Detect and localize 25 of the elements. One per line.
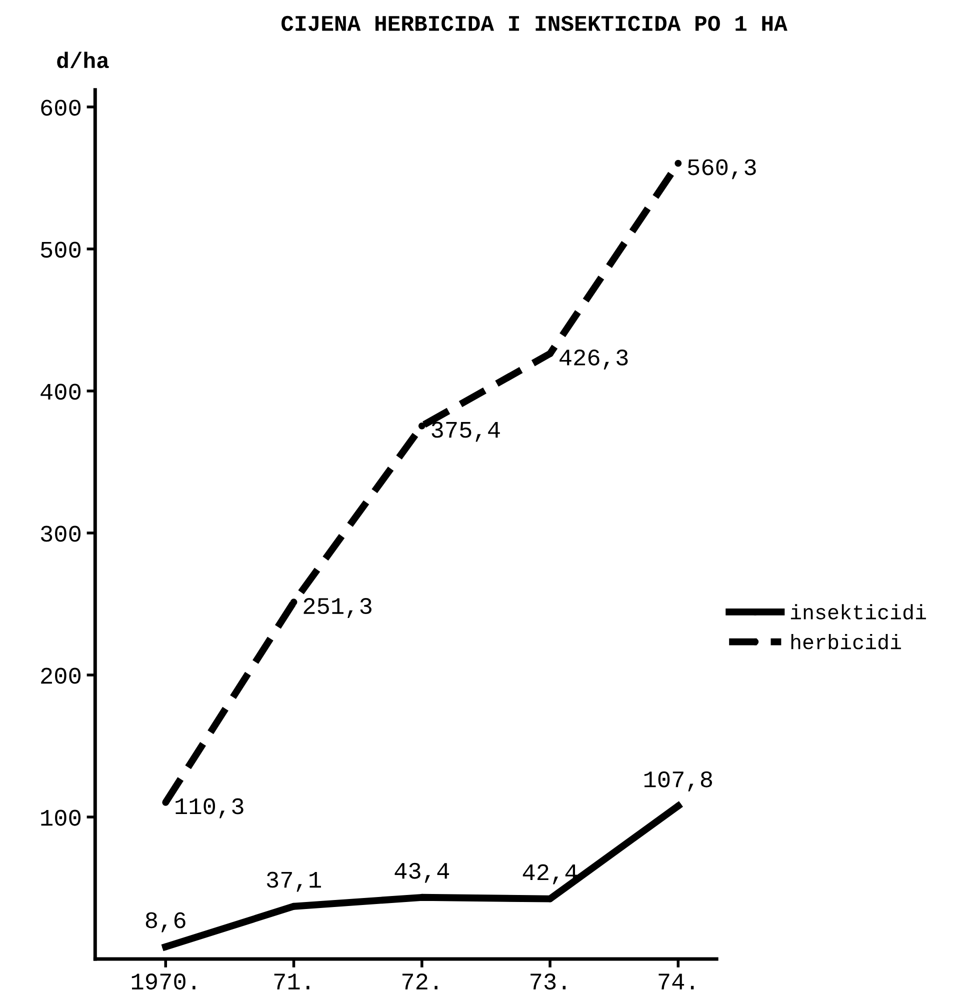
data-label: 426,3 xyxy=(560,350,628,370)
x-tick-label: 73. xyxy=(530,974,566,990)
data-label: 37,1 xyxy=(266,872,321,892)
legend-label: insekticidi xyxy=(790,604,926,620)
chart-title: CIJENA HERBICIDA I INSEKTICIDA PO 1 HA xyxy=(282,16,788,31)
x-tick-label: 71. xyxy=(274,974,310,990)
legend-label: herbicidi xyxy=(791,634,901,650)
data-label: 375,4 xyxy=(432,422,500,442)
data-label: 251,3 xyxy=(304,598,372,618)
data-label: 110,3 xyxy=(176,798,244,818)
y-tick-label: 300 xyxy=(40,526,81,542)
y-axis-title: d/ha xyxy=(57,52,109,68)
data-label: 43,4 xyxy=(394,862,450,883)
y-tick-label: 200 xyxy=(41,668,81,684)
data-label: 8,6 xyxy=(146,912,186,932)
y-tick-label: 100 xyxy=(41,810,81,826)
y-tick-label: 500 xyxy=(40,242,81,258)
x-tick-label: 1970. xyxy=(132,974,196,990)
y-tick-label: 600 xyxy=(41,100,81,116)
x-tick-label: 74. xyxy=(658,974,694,990)
data-label: 560,3 xyxy=(688,159,756,180)
x-tick-label: 72. xyxy=(402,974,438,990)
data-label: 107,8 xyxy=(644,771,712,792)
y-tick-label: 400 xyxy=(40,384,81,400)
data-label: 42,4 xyxy=(522,864,578,884)
